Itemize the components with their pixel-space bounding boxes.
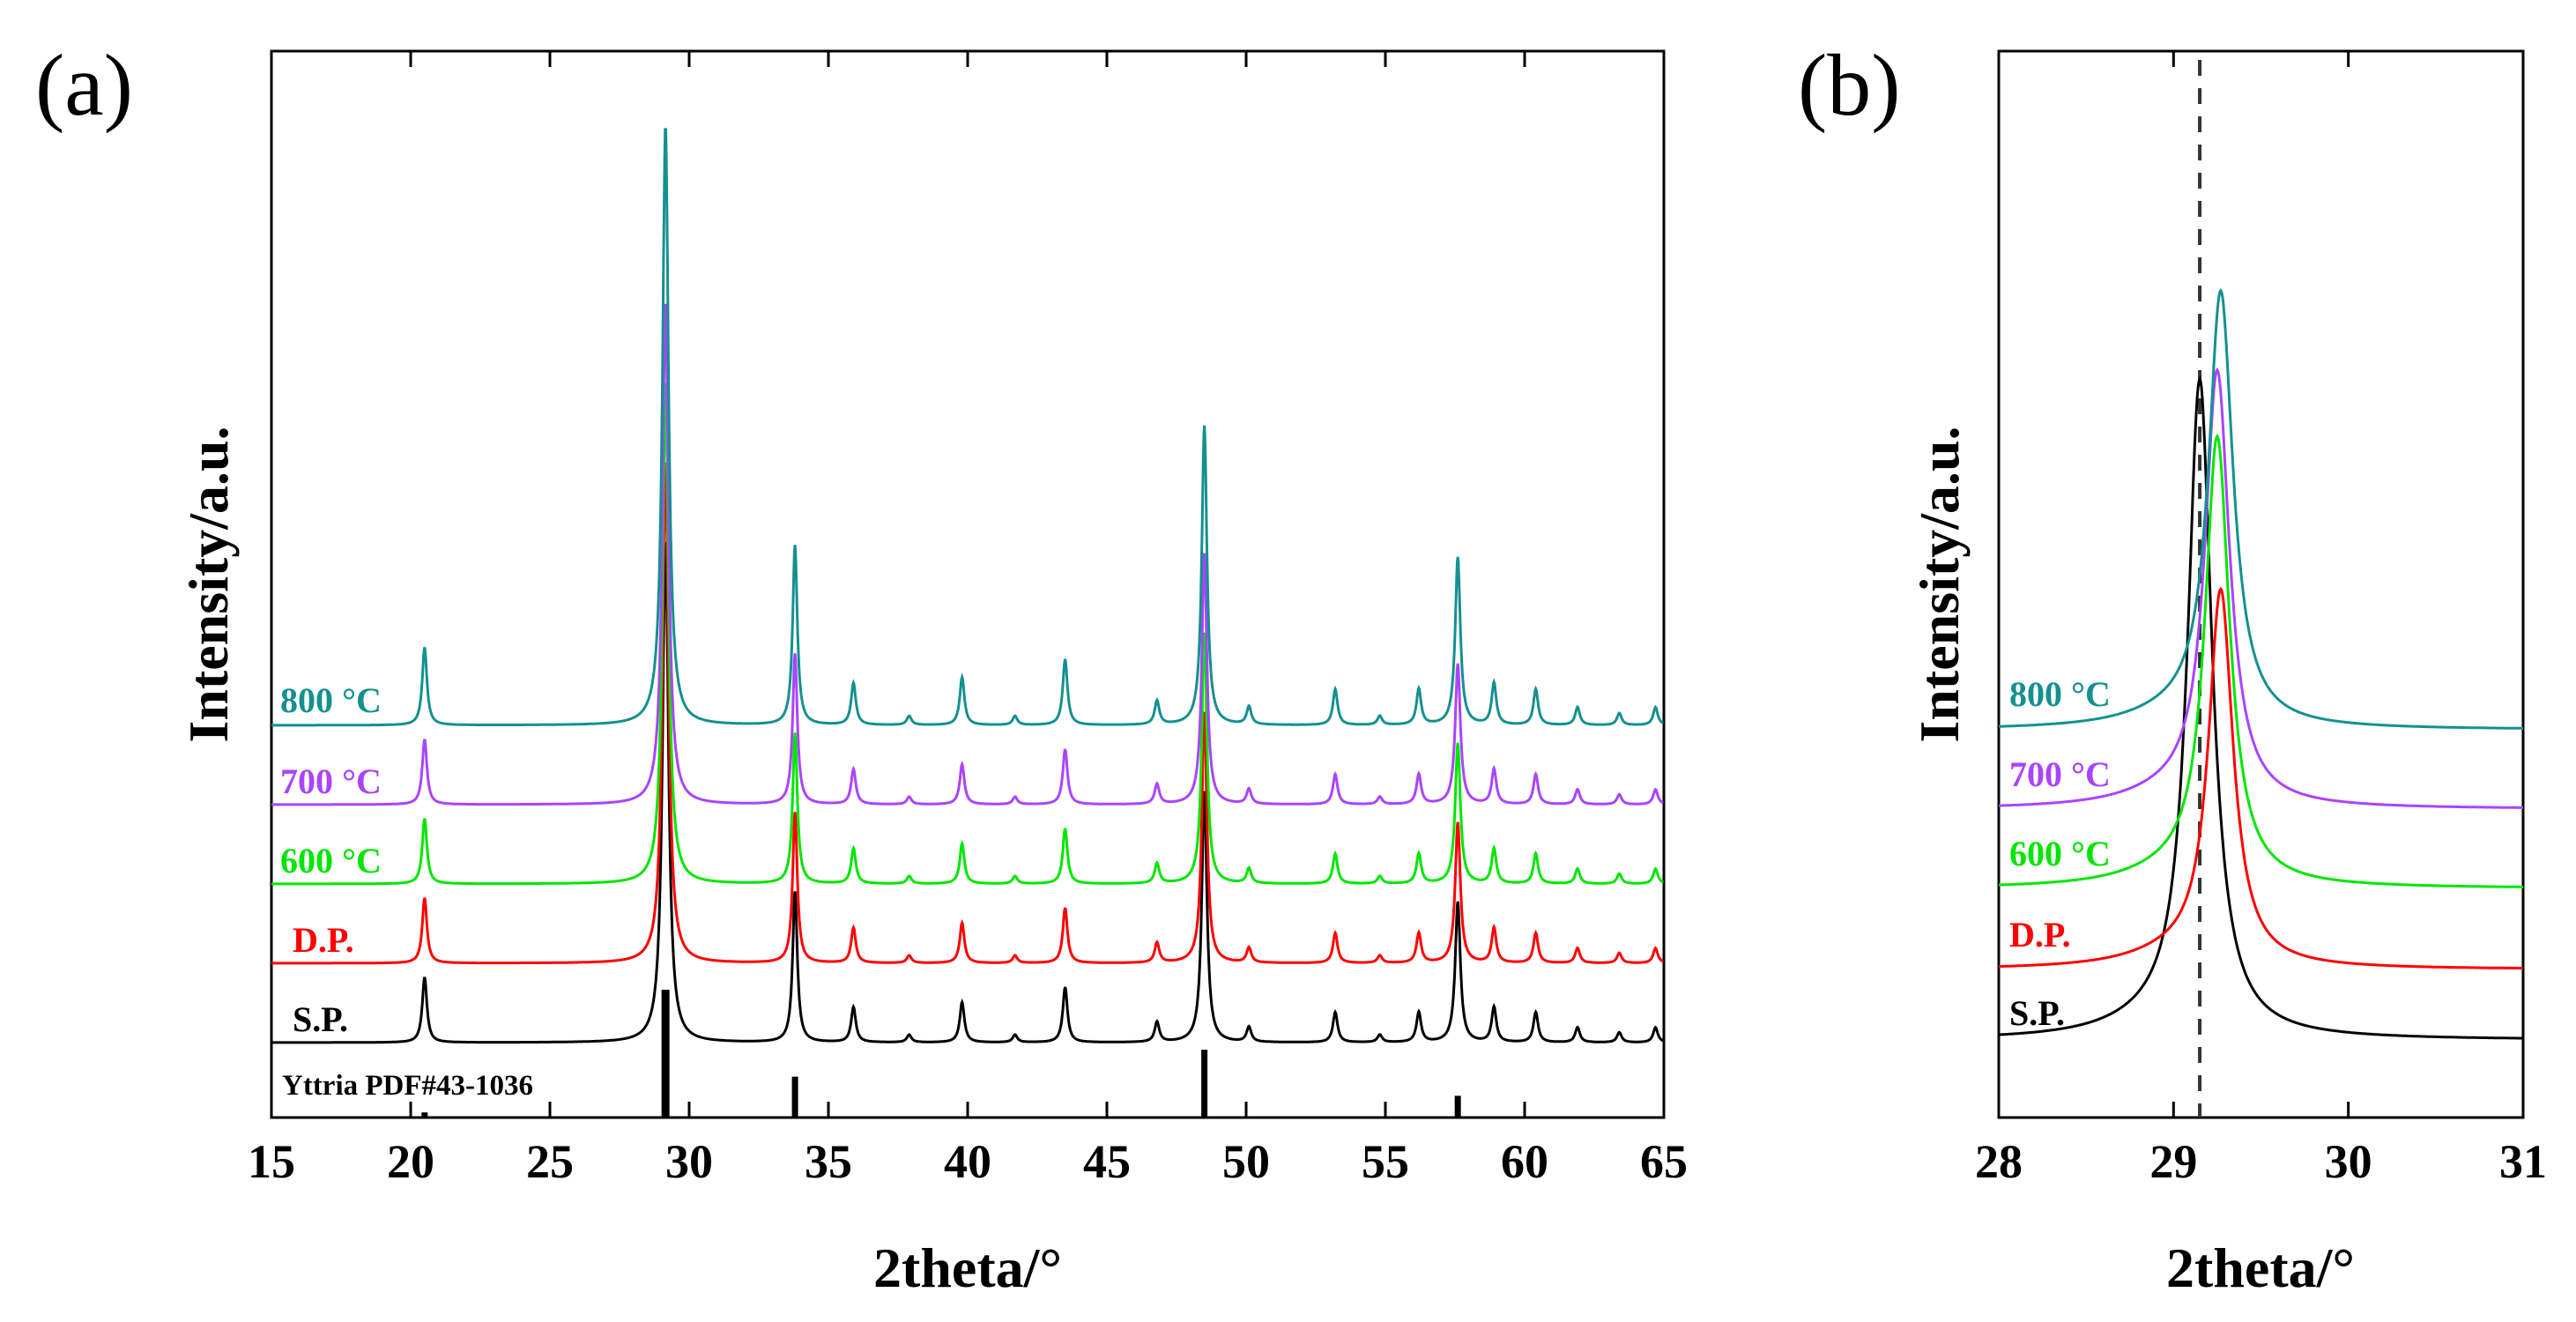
- series-label: S.P.: [2009, 993, 2065, 1033]
- series-label: 700 °C: [2009, 754, 2111, 794]
- reference-label: Yttria PDF#43-1036: [282, 1070, 533, 1102]
- series-label: 600 °C: [2009, 834, 2111, 873]
- tick-label: 28: [1975, 1135, 2023, 1188]
- curve-b-600-c: [1998, 433, 2523, 888]
- panel-a-reference-sticks: [421, 990, 1461, 1118]
- tick-label: 15: [248, 1135, 295, 1188]
- series-label: 700 °C: [280, 761, 382, 801]
- curve-s-p-: [271, 541, 1664, 1044]
- tick-label: 30: [2325, 1135, 2372, 1188]
- curve-800-c: [271, 128, 1664, 727]
- curve-d-p-: [271, 462, 1664, 965]
- panel-b-frame: [1997, 49, 2525, 1119]
- panel-b-curves: [1998, 287, 2523, 1040]
- tick-label: 60: [1501, 1135, 1548, 1188]
- panel-a-label: (a): [35, 36, 133, 134]
- curve-b-700-c: [1999, 367, 2523, 809]
- series-label: 800 °C: [280, 680, 382, 720]
- panel-b-xlabel: 2theta/°: [2166, 1237, 2355, 1299]
- tick-label: 50: [1222, 1135, 1270, 1188]
- tick-label: 30: [665, 1135, 713, 1188]
- panel-a-x-ticks: 15 20 25 30 35 40 45 50 55 60 65: [248, 51, 1688, 1188]
- tick-label: 55: [1362, 1135, 1409, 1188]
- curve-b-d-p-: [1998, 586, 2523, 969]
- curve-b-s-p-: [1999, 375, 2523, 1040]
- panel-b-label: (b): [1798, 36, 1901, 134]
- panel-a-xlabel: 2theta/°: [873, 1237, 1062, 1299]
- tick-label: 20: [387, 1135, 434, 1188]
- curve-700-c: [271, 303, 1664, 806]
- tick-label: 45: [1083, 1135, 1131, 1188]
- series-label: 600 °C: [280, 841, 382, 880]
- series-label: S.P.: [293, 999, 348, 1039]
- series-label: D.P.: [293, 920, 354, 960]
- panel-b: (b) 28 29 30 31 2theta/° Intensity/a.u. S.P…: [1798, 36, 2547, 1299]
- curve-600-c: [271, 382, 1664, 886]
- panel-a-curves: [271, 128, 1664, 1044]
- tick-label: 40: [944, 1135, 991, 1188]
- panel-b-x-ticks: 28 29 30 31: [1975, 51, 2547, 1188]
- tick-label: 25: [526, 1135, 574, 1188]
- panel-a-ylabel: Intensity/a.u.: [177, 426, 240, 742]
- tick-label: 29: [2149, 1135, 2197, 1188]
- tick-label: 35: [805, 1135, 852, 1188]
- series-label: D.P.: [2009, 915, 2071, 954]
- panel-b-series-labels: S.P. D.P. 600 °C 700 °C 800 °C: [2009, 674, 2111, 1033]
- series-label: 800 °C: [2009, 674, 2111, 714]
- tick-label: 31: [2499, 1135, 2547, 1188]
- panel-b-ylabel: Intensity/a.u.: [1908, 426, 1971, 742]
- curve-b-800-c: [1998, 287, 2523, 730]
- panel-a: (a) 15 20 25 30 35 40 45 50 55 60 65 Yttria PDF#43…: [35, 36, 1688, 1299]
- panel-a-series-labels: S.P. D.P. 600 °C 700 °C 800 °C: [280, 680, 382, 1039]
- tick-label: 65: [1640, 1135, 1688, 1188]
